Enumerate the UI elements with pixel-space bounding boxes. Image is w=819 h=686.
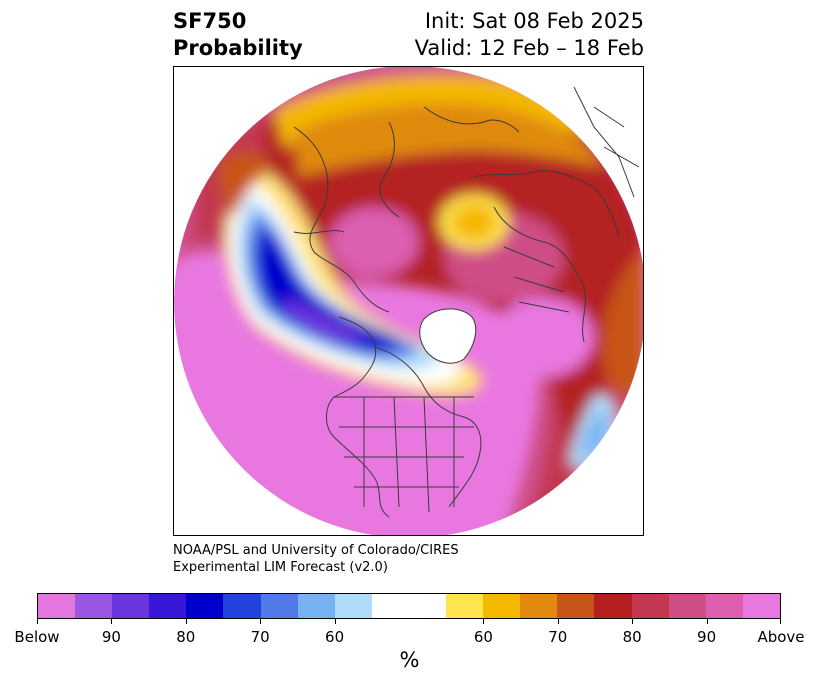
colorbar-tick-label: 80 <box>176 628 196 646</box>
probability-map <box>174 67 643 535</box>
colorbar-tick-label: Below <box>14 628 60 646</box>
colorbar-segment <box>631 594 669 618</box>
colorbar-ticks: Below 90 80 70 60 60 70 80 90 Above <box>14 619 805 646</box>
colorbar-segment <box>149 594 187 618</box>
colorbar-segment <box>371 594 447 618</box>
colorbar-tick <box>37 619 38 624</box>
colorbar-tick <box>706 619 708 624</box>
credit: NOAA/PSL and University of Colorado/CIRE… <box>173 542 459 576</box>
title-right: Init: Sat 08 Feb 2025 Valid: 12 Feb – 18… <box>415 8 644 62</box>
colorbar-tick-label: 90 <box>101 628 121 646</box>
colorbar-segment <box>742 594 780 618</box>
init-date: Init: Sat 08 Feb 2025 <box>424 9 644 33</box>
colorbar-tick <box>483 619 485 624</box>
colorbar-segment <box>38 594 76 618</box>
colorbar-tick <box>780 619 781 624</box>
colorbar <box>37 593 781 619</box>
colorbar-tick <box>185 619 187 624</box>
credit-line-2: Experimental LIM Forecast (v2.0) <box>173 560 388 575</box>
colorbar-tick-label: 70 <box>548 628 568 646</box>
map-frame <box>173 66 644 536</box>
product-title: Probability <box>173 36 303 60</box>
colorbar-segment <box>557 594 595 618</box>
colorbar-segment <box>112 594 150 618</box>
colorbar-tick <box>334 619 336 624</box>
title-left: SF750 Probability <box>173 8 303 62</box>
probability-field <box>174 67 643 535</box>
colorbar-tick-label: Above <box>757 628 805 646</box>
colorbar-segment <box>223 594 261 618</box>
colorbar-segment <box>75 594 113 618</box>
colorbar-tick-label: 60 <box>325 628 345 646</box>
colorbar-segment <box>297 594 335 618</box>
colorbar-tick-label: 60 <box>473 628 493 646</box>
colorbar-segment <box>705 594 743 618</box>
colorbar-tick <box>260 619 262 624</box>
valid-range: Valid: 12 Feb – 18 Feb <box>414 36 644 60</box>
colorbar-segment <box>520 594 558 618</box>
colorbar-tick <box>632 619 634 624</box>
colorbar-tick-label: 70 <box>250 628 270 646</box>
colorbar-segment <box>446 594 484 618</box>
colorbar-unit: % <box>399 648 420 672</box>
colorbar-tick-label: 90 <box>697 628 717 646</box>
credit-line-1: NOAA/PSL and University of Colorado/CIRE… <box>173 543 459 558</box>
colorbar-segment <box>260 594 298 618</box>
colorbar-tick <box>111 619 113 624</box>
colorbar-tick-label: 80 <box>622 628 642 646</box>
colorbar-tick <box>557 619 559 624</box>
colorbar-segment <box>483 594 521 618</box>
coastlines <box>293 86 640 518</box>
variable-title: SF750 <box>173 9 247 33</box>
colorbar-segment <box>594 594 632 618</box>
colorbar-segment <box>334 594 372 618</box>
colorbar-segment <box>668 594 706 618</box>
colorbar-segment <box>186 594 224 618</box>
